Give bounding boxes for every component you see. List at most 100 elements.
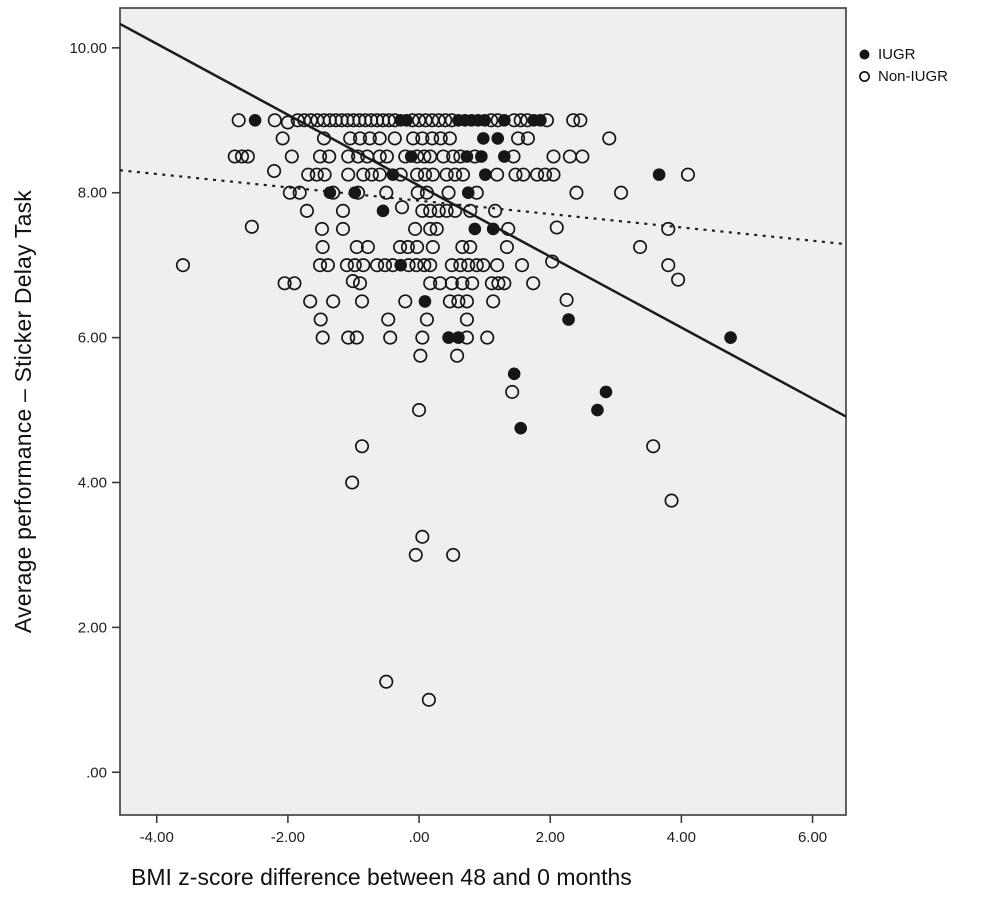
x-tick-label: 6.00 [798, 829, 827, 846]
data-point-non-iugr [364, 167, 379, 182]
data-point-non-iugr [491, 276, 506, 291]
data-point-non-iugr [317, 167, 332, 182]
data-point-non-iugr [448, 167, 463, 182]
data-point-non-iugr [417, 149, 432, 164]
data-point-non-iugr [343, 131, 358, 146]
data-point-non-iugr [412, 403, 427, 418]
data-point-iugr [562, 313, 575, 326]
data-point-iugr [599, 385, 613, 399]
data-point-non-iugr [400, 240, 415, 255]
data-point-non-iugr [370, 258, 385, 273]
data-point-non-iugr [438, 113, 453, 128]
x-tick-label: -2.00 [271, 829, 305, 846]
data-point-iugr [475, 150, 488, 163]
x-tick-label: .00 [409, 829, 430, 846]
data-point-non-iugr [433, 131, 448, 146]
data-point-non-iugr [244, 219, 259, 234]
y-tick-label: 4.00 [78, 474, 107, 491]
data-point-non-iugr [661, 221, 676, 236]
data-point-iugr [452, 331, 465, 344]
data-point-non-iugr [341, 167, 356, 182]
data-point-iugr [486, 222, 500, 236]
data-point-iugr [468, 222, 482, 236]
data-point-non-iugr [415, 131, 430, 146]
data-point-non-iugr [573, 113, 588, 128]
open-circle-icon [859, 71, 870, 82]
data-point-non-iugr [313, 312, 328, 327]
data-point-non-iugr [398, 294, 413, 309]
data-point-non-iugr [315, 330, 330, 345]
data-point-non-iugr [413, 348, 428, 363]
data-point-non-iugr [463, 240, 478, 255]
data-point-iugr [652, 168, 666, 181]
data-point-non-iugr [347, 258, 362, 273]
data-point-non-iugr [352, 131, 368, 146]
data-point-non-iugr [175, 258, 191, 273]
data-point-non-iugr [409, 258, 424, 273]
data-point-non-iugr [362, 131, 377, 146]
y-tick-label: 10.00 [69, 40, 107, 57]
data-point-non-iugr [312, 149, 328, 164]
data-point-non-iugr [455, 240, 470, 255]
data-point-non-iugr [354, 294, 370, 309]
data-point-non-iugr [546, 167, 561, 182]
data-point-non-iugr [451, 294, 466, 309]
data-point-non-iugr [469, 258, 484, 273]
data-point-non-iugr [292, 185, 307, 200]
data-point-iugr [461, 186, 475, 200]
non-iugr-fit-line [119, 169, 847, 246]
data-point-non-iugr [569, 185, 584, 200]
data-point-non-iugr [417, 167, 433, 182]
data-point-non-iugr [345, 475, 360, 490]
data-point-non-iugr [450, 348, 465, 363]
data-point-non-iugr [417, 258, 432, 273]
data-point-non-iugr [240, 149, 255, 164]
data-point-non-iugr [356, 167, 371, 182]
legend-item-iugr: IUGR [858, 46, 948, 63]
data-point-non-iugr [383, 330, 398, 345]
data-point-non-iugr [664, 493, 679, 508]
data-point-non-iugr [299, 203, 314, 218]
data-point-non-iugr [301, 167, 316, 182]
data-point-iugr [394, 258, 407, 272]
data-point-non-iugr [341, 330, 356, 345]
data-point-non-iugr [372, 167, 387, 182]
filled-circle-icon [859, 49, 870, 60]
data-point-non-iugr [303, 294, 318, 309]
data-point-iugr [498, 150, 511, 163]
data-point-non-iugr [442, 294, 457, 309]
data-point-non-iugr [339, 258, 354, 273]
data-point-non-iugr [429, 221, 444, 236]
data-point-non-iugr [446, 547, 461, 562]
data-point-non-iugr [315, 240, 330, 255]
data-point-non-iugr [415, 529, 430, 544]
legend-item-non-iugr: Non-IUGR [858, 68, 948, 85]
data-point-iugr [591, 403, 604, 417]
data-point-non-iugr [614, 185, 629, 200]
data-point-non-iugr [514, 258, 530, 273]
data-point-non-iugr [537, 167, 553, 182]
data-point-non-iugr [423, 258, 438, 273]
data-point-non-iugr [549, 220, 564, 235]
y-tick-label: 8.00 [78, 185, 107, 202]
data-point-iugr [404, 150, 418, 163]
data-point-non-iugr [419, 312, 434, 327]
data-point-non-iugr [287, 276, 302, 291]
data-point-non-iugr [455, 167, 471, 182]
data-point-non-iugr [360, 240, 375, 255]
data-point-iugr [418, 295, 432, 308]
data-point-non-iugr [516, 167, 531, 182]
data-point-iugr [514, 421, 528, 435]
data-point-non-iugr [646, 439, 661, 454]
data-point-non-iugr [459, 312, 474, 327]
data-point-non-iugr [459, 294, 474, 309]
data-point-non-iugr [377, 258, 393, 273]
data-point-non-iugr [497, 276, 512, 291]
data-point-non-iugr [354, 439, 370, 454]
data-point-non-iugr [441, 185, 456, 200]
data-point-non-iugr [520, 131, 535, 146]
data-point-iugr [348, 186, 362, 200]
data-point-non-iugr [345, 274, 360, 289]
x-axis-title: BMI z-score difference between 48 and 0 … [131, 864, 632, 890]
